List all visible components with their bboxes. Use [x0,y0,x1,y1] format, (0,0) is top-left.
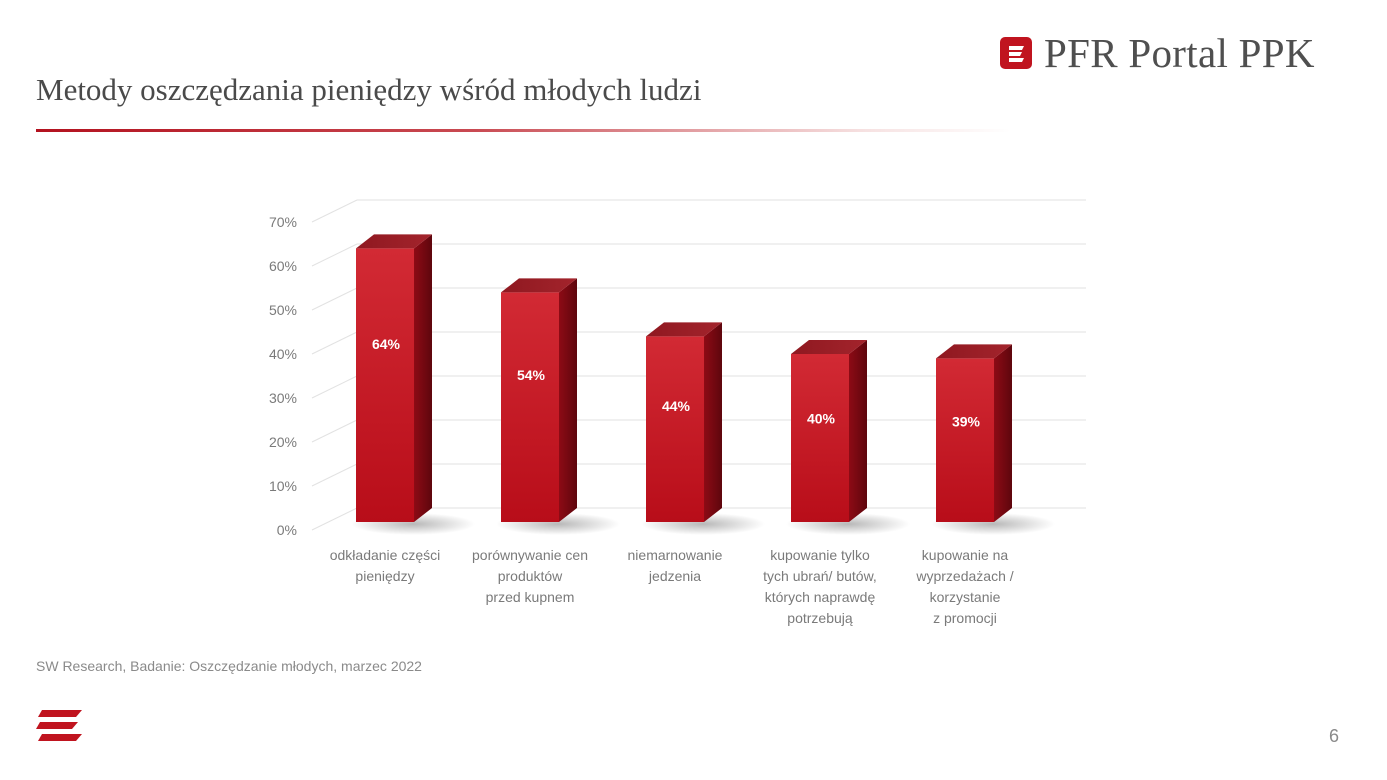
y-tick-label: 60% [269,258,297,274]
y-tick-label: 40% [269,346,297,362]
bar-top [936,344,1012,359]
y-tick-label: 10% [269,478,297,494]
y-tick-label: 20% [269,434,297,450]
bar-top [646,322,722,337]
x-category-label: odkładanie części pieniędzy [330,547,441,584]
gridline-depth [311,375,358,399]
title-underline [36,129,1011,132]
bar-data-label: 44% [662,398,691,414]
bar-data-label: 64% [372,336,401,352]
brand-name: PFR Portal PPK [1044,30,1315,76]
bar-chart: 0%10%20%30%40%50%60%70% 64%54%44%40% 39% … [269,199,1086,626]
brand-logo: PFR Portal PPK [1000,30,1315,76]
bar-side [704,322,722,522]
bar-side [414,234,432,522]
y-tick-label: 0% [277,522,297,538]
bar-top [356,234,432,249]
gridline-depth [311,243,358,267]
gridline-depth [311,463,358,487]
bar-data-label: 54% [517,367,546,383]
x-category-label: kupowanie tylko tych ubrań/ butów, których… [763,547,877,626]
pfr-footer-logo-icon [36,710,82,741]
bar [931,344,1055,535]
pfr-logo-icon [1000,37,1032,69]
gridline-depth [311,419,358,443]
x-category-label: kupowanie na wyprzedażach / korzystanie z p… [915,547,1013,626]
bar-top [791,340,867,354]
bar [351,234,475,535]
bar [496,278,620,535]
page-number: 6 [1329,726,1340,746]
bar-data-label: 39% [952,414,981,430]
bar-front [791,354,849,522]
y-tick-label: 70% [269,214,297,230]
slide-title: Metody oszczędzania pieniędzy wśród młod… [36,72,702,107]
bar-front [356,248,414,522]
gridline-depth [311,199,358,223]
x-category-label: niemarnowanie jedzenia [628,547,723,584]
bar-side [849,340,867,522]
gridline-depth [311,331,358,355]
bar [641,322,765,535]
bar-front [501,292,559,522]
bar-side [994,344,1012,522]
bar-front [936,358,994,522]
y-tick-label: 50% [269,302,297,318]
bar [786,340,910,535]
gridline-depth [311,507,358,531]
source-note: SW Research, Badanie: Oszczędzanie młody… [36,658,422,674]
y-tick-label: 30% [269,390,297,406]
bar-front [646,336,704,522]
x-category-label: porównywanie cen produktów przed kupnem [472,547,588,605]
bar-data-label: 40% [807,411,836,427]
bar-side [559,278,577,522]
bar-top [501,278,577,293]
gridline-depth [311,287,358,311]
